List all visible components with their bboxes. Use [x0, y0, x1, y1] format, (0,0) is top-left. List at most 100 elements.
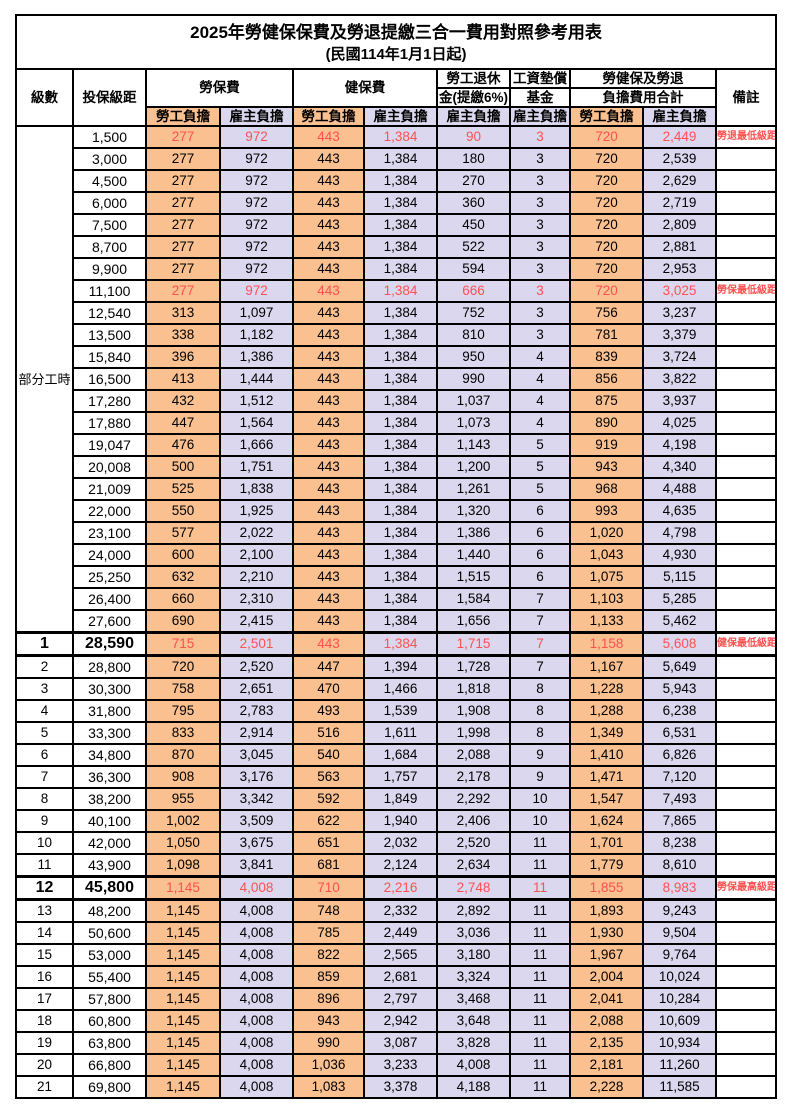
- total-employee-cell: 968: [569, 477, 644, 501]
- labor-employer-cell: 1,564: [219, 411, 294, 435]
- total-employer-cell: 7,493: [642, 787, 717, 811]
- bracket-cell: 22,000: [72, 499, 147, 523]
- wage-fund-employer-cell: 8: [509, 677, 571, 701]
- labor-employee-cell: 1,145: [145, 1009, 221, 1033]
- labor-employer-cell: 4,008: [219, 898, 294, 923]
- pension-employer-cell: 1,515: [436, 565, 511, 589]
- labor-employer-cell: 1,666: [219, 433, 294, 457]
- col-header-health-insurance: 健保費: [292, 68, 438, 108]
- total-employee-cell: 1,133: [569, 609, 644, 634]
- health-employer-cell: 2,124: [363, 853, 438, 878]
- wage-fund-employer-cell: 8: [509, 721, 571, 745]
- total-employee-cell: 1,471: [569, 765, 644, 789]
- total-employer-cell: 6,531: [642, 721, 717, 745]
- wage-fund-employer-cell: 3: [509, 301, 571, 325]
- health-employer-cell: 1,384: [363, 323, 438, 347]
- table-row: 22,000 550 1,925 443 1,384 1,320 6 993 4,635: [16, 499, 778, 523]
- total-employee-cell: 1,288: [569, 699, 644, 723]
- bracket-cell: 12,540: [72, 301, 147, 325]
- bracket-cell: 34,800: [72, 743, 147, 767]
- remark-cell: [714, 677, 778, 701]
- labor-employer-cell: 972: [219, 147, 294, 171]
- title-block: 2025年勞健保保費及勞退提繳三合一費用對照參考用表 (民國114年1月1日起): [14, 14, 778, 70]
- remark-cell: [714, 213, 778, 237]
- level-cell: 18: [15, 1009, 74, 1033]
- total-employee-cell: 2,228: [569, 1075, 644, 1099]
- health-employee-cell: 443: [292, 191, 365, 215]
- title-row: 2025年勞健保保費及勞退提繳三合一費用對照參考用表 (民國114年1月1日起): [14, 14, 778, 70]
- pension-employer-cell: 594: [436, 257, 511, 281]
- labor-employee-cell: 277: [145, 213, 221, 237]
- health-employee-cell: 710: [292, 875, 365, 901]
- labor-employer-cell: 1,751: [219, 455, 294, 479]
- pension-employer-cell: 1,728: [436, 654, 511, 679]
- remark-cell: [714, 699, 778, 723]
- labor-employee-cell: 1,002: [145, 809, 221, 833]
- table-row: 11,100 277 972 443 1,384 666 3 720 3,025 勞保最低級距: [16, 279, 778, 303]
- health-employer-cell: 1,384: [363, 433, 438, 457]
- wage-fund-employer-cell: 7: [509, 587, 571, 611]
- labor-employee-cell: 1,145: [145, 1075, 221, 1099]
- total-employee-cell: 720: [569, 257, 644, 281]
- labor-employee-cell: 577: [145, 521, 221, 545]
- wage-fund-employer-cell: 10: [509, 809, 571, 833]
- labor-employee-cell: 277: [145, 279, 221, 303]
- labor-employee-cell: 277: [145, 147, 221, 171]
- remark-cell: [714, 609, 778, 634]
- wage-fund-employer-cell: 10: [509, 787, 571, 811]
- total-employee-cell: 1,043: [569, 543, 644, 567]
- remark-cell: [714, 345, 778, 369]
- health-employee-cell: 540: [292, 743, 365, 767]
- remark-cell: [714, 1009, 778, 1033]
- wage-fund-employer-cell: 4: [509, 389, 571, 413]
- labor-employee-cell: 313: [145, 301, 221, 325]
- table-row: 9 40,100 1,002 3,509 622 1,940 2,406 10 1,624 7,8…: [15, 809, 778, 833]
- bracket-cell: 16,500: [72, 367, 147, 391]
- labor-employer-cell: 1,444: [219, 367, 294, 391]
- bracket-cell: 31,800: [72, 699, 147, 723]
- col-header-pension-line2: 金(提繳6%): [436, 87, 511, 108]
- health-employer-cell: 1,384: [363, 367, 438, 391]
- wage-fund-employer-cell: 5: [509, 477, 571, 501]
- health-employer-cell: 1,684: [363, 743, 438, 767]
- total-employee-cell: 756: [569, 301, 644, 325]
- pension-employer-cell: 2,406: [436, 809, 511, 833]
- remark-cell: [714, 455, 778, 479]
- health-employee-cell: 748: [292, 898, 365, 923]
- pension-employer-cell: 1,818: [436, 677, 511, 701]
- total-employee-cell: 2,135: [569, 1031, 644, 1055]
- table-row: 15,840 396 1,386 443 1,384 950 4 839 3,724: [16, 345, 778, 369]
- total-employer-cell: 2,719: [642, 191, 717, 215]
- labor-employee-cell: 1,145: [145, 1031, 221, 1055]
- total-employee-cell: 720: [569, 169, 644, 193]
- health-employer-cell: 2,332: [363, 898, 438, 923]
- wage-fund-employer-cell: 5: [509, 433, 571, 457]
- total-employer-cell: 3,025: [642, 279, 717, 303]
- total-employer-cell: 2,629: [642, 169, 717, 193]
- level-cell: 4: [15, 699, 74, 723]
- bracket-cell: 11,100: [72, 279, 147, 303]
- health-employer-cell: 1,394: [363, 654, 438, 679]
- health-employee-cell: 443: [292, 499, 365, 523]
- pension-employer-cell: 1,908: [436, 699, 511, 723]
- table-row: 17,880 447 1,564 443 1,384 1,073 4 890 4,025: [16, 411, 778, 435]
- health-employee-cell: 443: [292, 345, 365, 369]
- health-employer-cell: 2,797: [363, 987, 438, 1011]
- health-employee-cell: 990: [292, 1031, 365, 1055]
- remark-cell: [714, 1031, 778, 1055]
- labor-employee-cell: 525: [145, 477, 221, 501]
- health-employer-cell: 1,539: [363, 699, 438, 723]
- pension-employer-cell: 3,036: [436, 921, 511, 945]
- health-employee-cell: 443: [292, 235, 365, 259]
- remark-cell: [714, 499, 778, 523]
- labor-employee-cell: 1,145: [145, 875, 221, 901]
- health-employee-cell: 443: [292, 543, 365, 567]
- labor-employer-cell: 1,097: [219, 301, 294, 325]
- bracket-cell: 57,800: [72, 987, 147, 1011]
- labor-employee-cell: 277: [145, 257, 221, 281]
- health-employer-cell: 1,384: [363, 389, 438, 413]
- pension-employer-cell: 4,008: [436, 1053, 511, 1077]
- labor-employee-cell: 908: [145, 765, 221, 789]
- labor-employer-cell: 4,008: [219, 875, 294, 901]
- bracket-cell: 13,500: [72, 323, 147, 347]
